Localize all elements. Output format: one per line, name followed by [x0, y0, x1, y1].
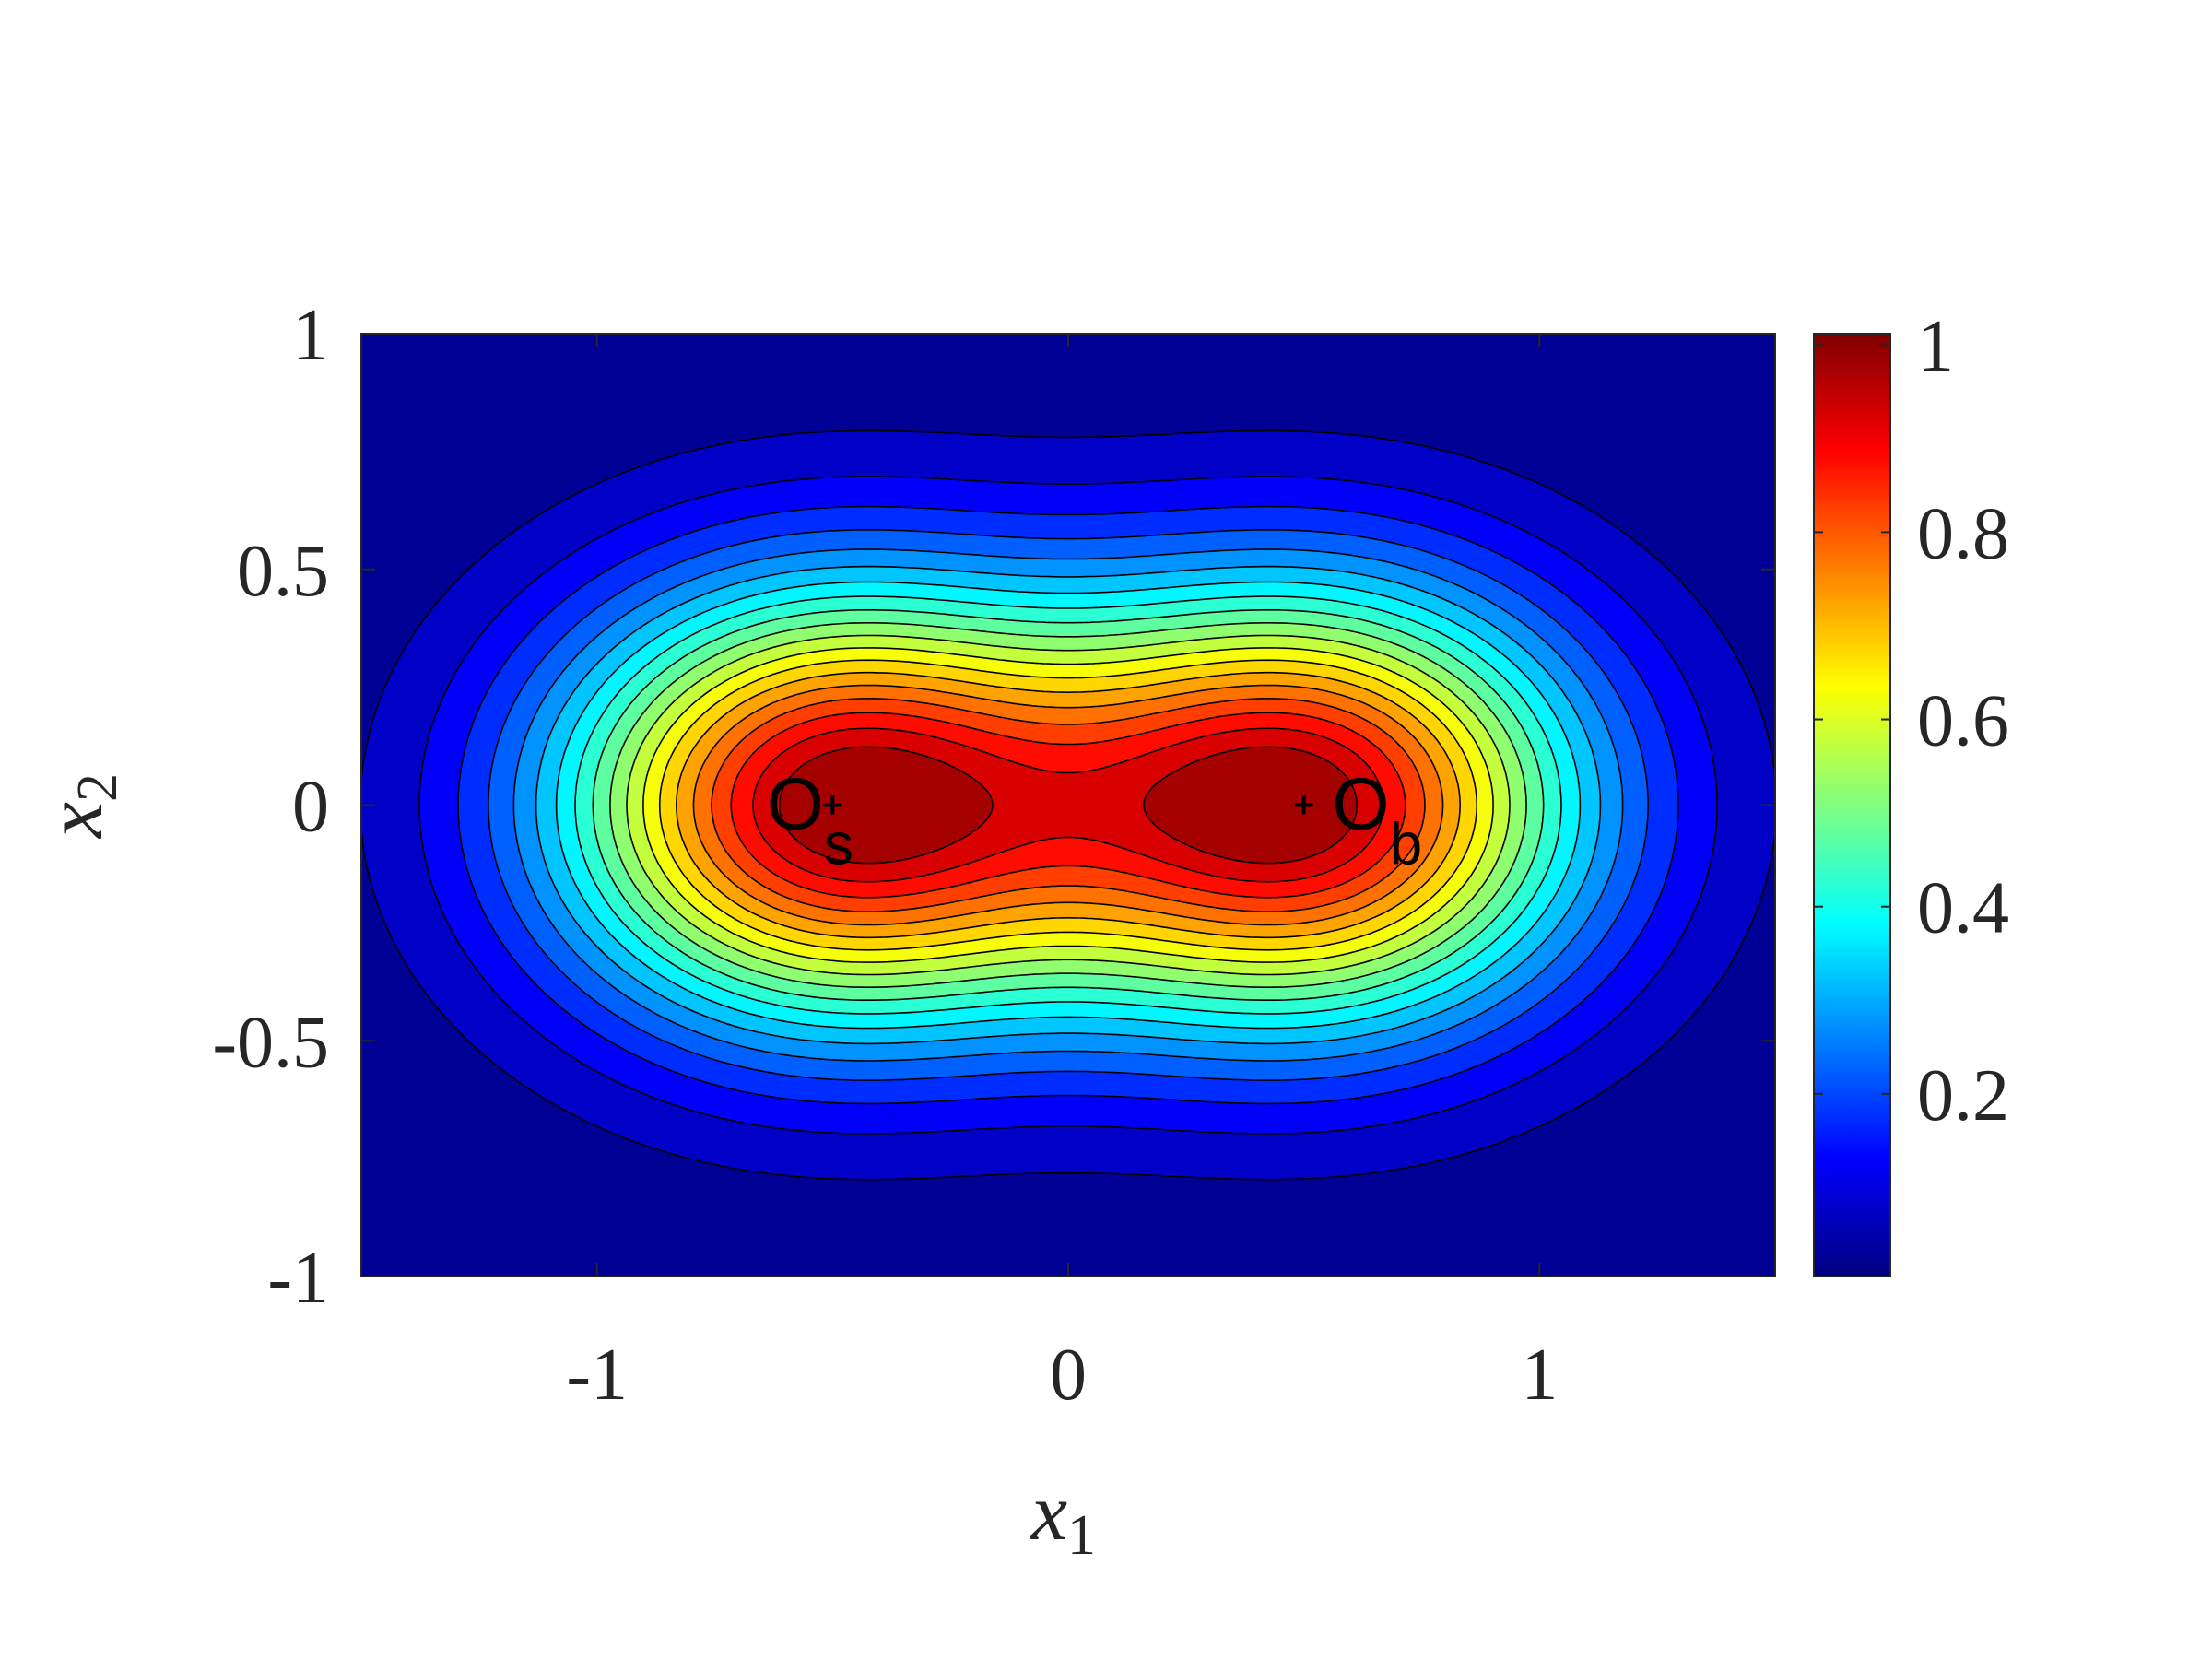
x-tick-label: 0	[1050, 1335, 1087, 1416]
colorbar-tick-label: 1	[1917, 306, 1954, 387]
marker	[1294, 795, 1313, 815]
x-axis-label-subscript: 1	[1067, 1504, 1096, 1567]
colorbar-tick-label: 0.8	[1917, 493, 2009, 574]
y-axis-label-text: x	[30, 802, 120, 840]
colorbar-tick-label: 0.4	[1917, 868, 2009, 949]
annotation-text: O	[1332, 763, 1389, 845]
colorbar-tick-label: 0.6	[1917, 681, 2009, 762]
annotation: Os	[767, 763, 853, 877]
y-tick-label: -0.5	[212, 1002, 329, 1083]
annotation-subscript: b	[1390, 811, 1423, 877]
contour-level	[778, 746, 994, 865]
x-axis-label-text: x	[1030, 1468, 1067, 1558]
y-axis-label: x2	[30, 773, 129, 840]
y-tick-label: 0	[292, 767, 329, 848]
x-axis-label: x1	[1030, 1468, 1096, 1567]
y-tick-label: 0.5	[237, 531, 329, 612]
marker	[823, 795, 842, 815]
colorbar-tick-label: 0.2	[1917, 1055, 2009, 1136]
y-tick-label: -1	[267, 1238, 329, 1319]
x-tick-label: -1	[566, 1335, 628, 1416]
contour-level	[1143, 746, 1359, 865]
y-tick-label: 1	[292, 295, 329, 376]
annotation-text: O	[767, 763, 824, 845]
annotation-subscript: s	[824, 811, 853, 877]
colorbar	[1813, 333, 1891, 1277]
annotation: Ob	[1332, 763, 1422, 877]
x-tick-label: 1	[1521, 1335, 1558, 1416]
contour-field	[361, 334, 1775, 1277]
y-axis-label-subscript: 2	[66, 773, 129, 802]
